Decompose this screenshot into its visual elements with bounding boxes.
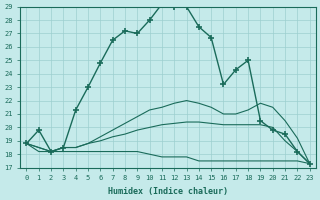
X-axis label: Humidex (Indice chaleur): Humidex (Indice chaleur) bbox=[108, 187, 228, 196]
